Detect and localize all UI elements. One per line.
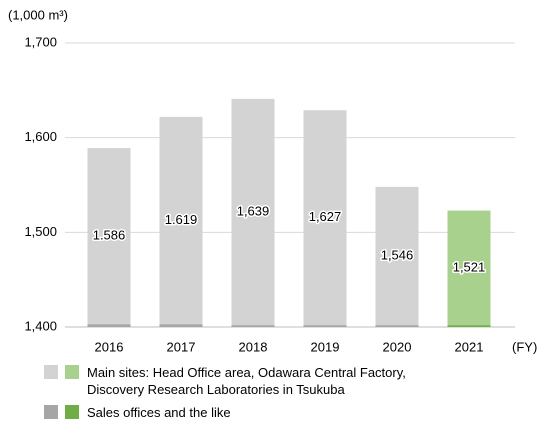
x-axis-label: (FY)	[512, 339, 537, 354]
legend-label: Main sites: Head Office area, Odawara Ce…	[87, 365, 406, 397]
bar-segment	[375, 186, 419, 326]
data-label: 1,627	[309, 209, 342, 224]
legend-item: Sales offices and the like	[44, 404, 447, 421]
bar-segment	[87, 148, 131, 325]
legend-label: Sales offices and the like	[87, 405, 231, 420]
legend-swatch	[65, 365, 79, 379]
x-tick-label: 2018	[239, 339, 268, 354]
bar-segment	[159, 116, 203, 325]
x-tick-label: 2021	[455, 339, 484, 354]
bar-segment	[87, 324, 131, 327]
legend-swatch	[44, 405, 58, 419]
legend-item: Main sites: Head Office area, Odawara Ce…	[44, 364, 447, 398]
bar-segment	[447, 325, 491, 327]
bar-segment	[231, 325, 275, 327]
chart: (1,000 m³) (FY) 1,400 1,500 1,600 1,700 2016…	[8, 7, 537, 354]
data-label: 1,521	[453, 259, 486, 274]
bar-segment	[231, 98, 275, 326]
bar-segment	[447, 210, 491, 326]
data-label: 1,639	[237, 203, 270, 218]
x-tick-label: 2020	[383, 339, 412, 354]
y-tick-label: 1,500	[24, 224, 57, 239]
legend-swatch	[65, 405, 79, 419]
legend-swatch	[44, 365, 58, 379]
unit-label: (1,000 m³)	[8, 7, 68, 22]
legend: Main sites: Head Office area, Odawara Ce…	[44, 364, 447, 427]
bar-segment	[159, 324, 203, 327]
y-tick-label: 1,600	[24, 129, 57, 144]
data-label: 1,546	[381, 247, 414, 262]
bar-segment	[375, 325, 419, 327]
bar-segment	[303, 325, 347, 327]
y-tick-label: 1,700	[24, 34, 57, 49]
bar-segment	[303, 110, 347, 326]
x-tick-label: 2017	[167, 339, 196, 354]
x-tick-label: 2016	[95, 339, 124, 354]
data-label: 1.586	[93, 228, 126, 243]
y-tick-label: 1,400	[24, 318, 57, 333]
data-label: 1.619	[165, 212, 198, 227]
x-tick-label: 2019	[311, 339, 340, 354]
